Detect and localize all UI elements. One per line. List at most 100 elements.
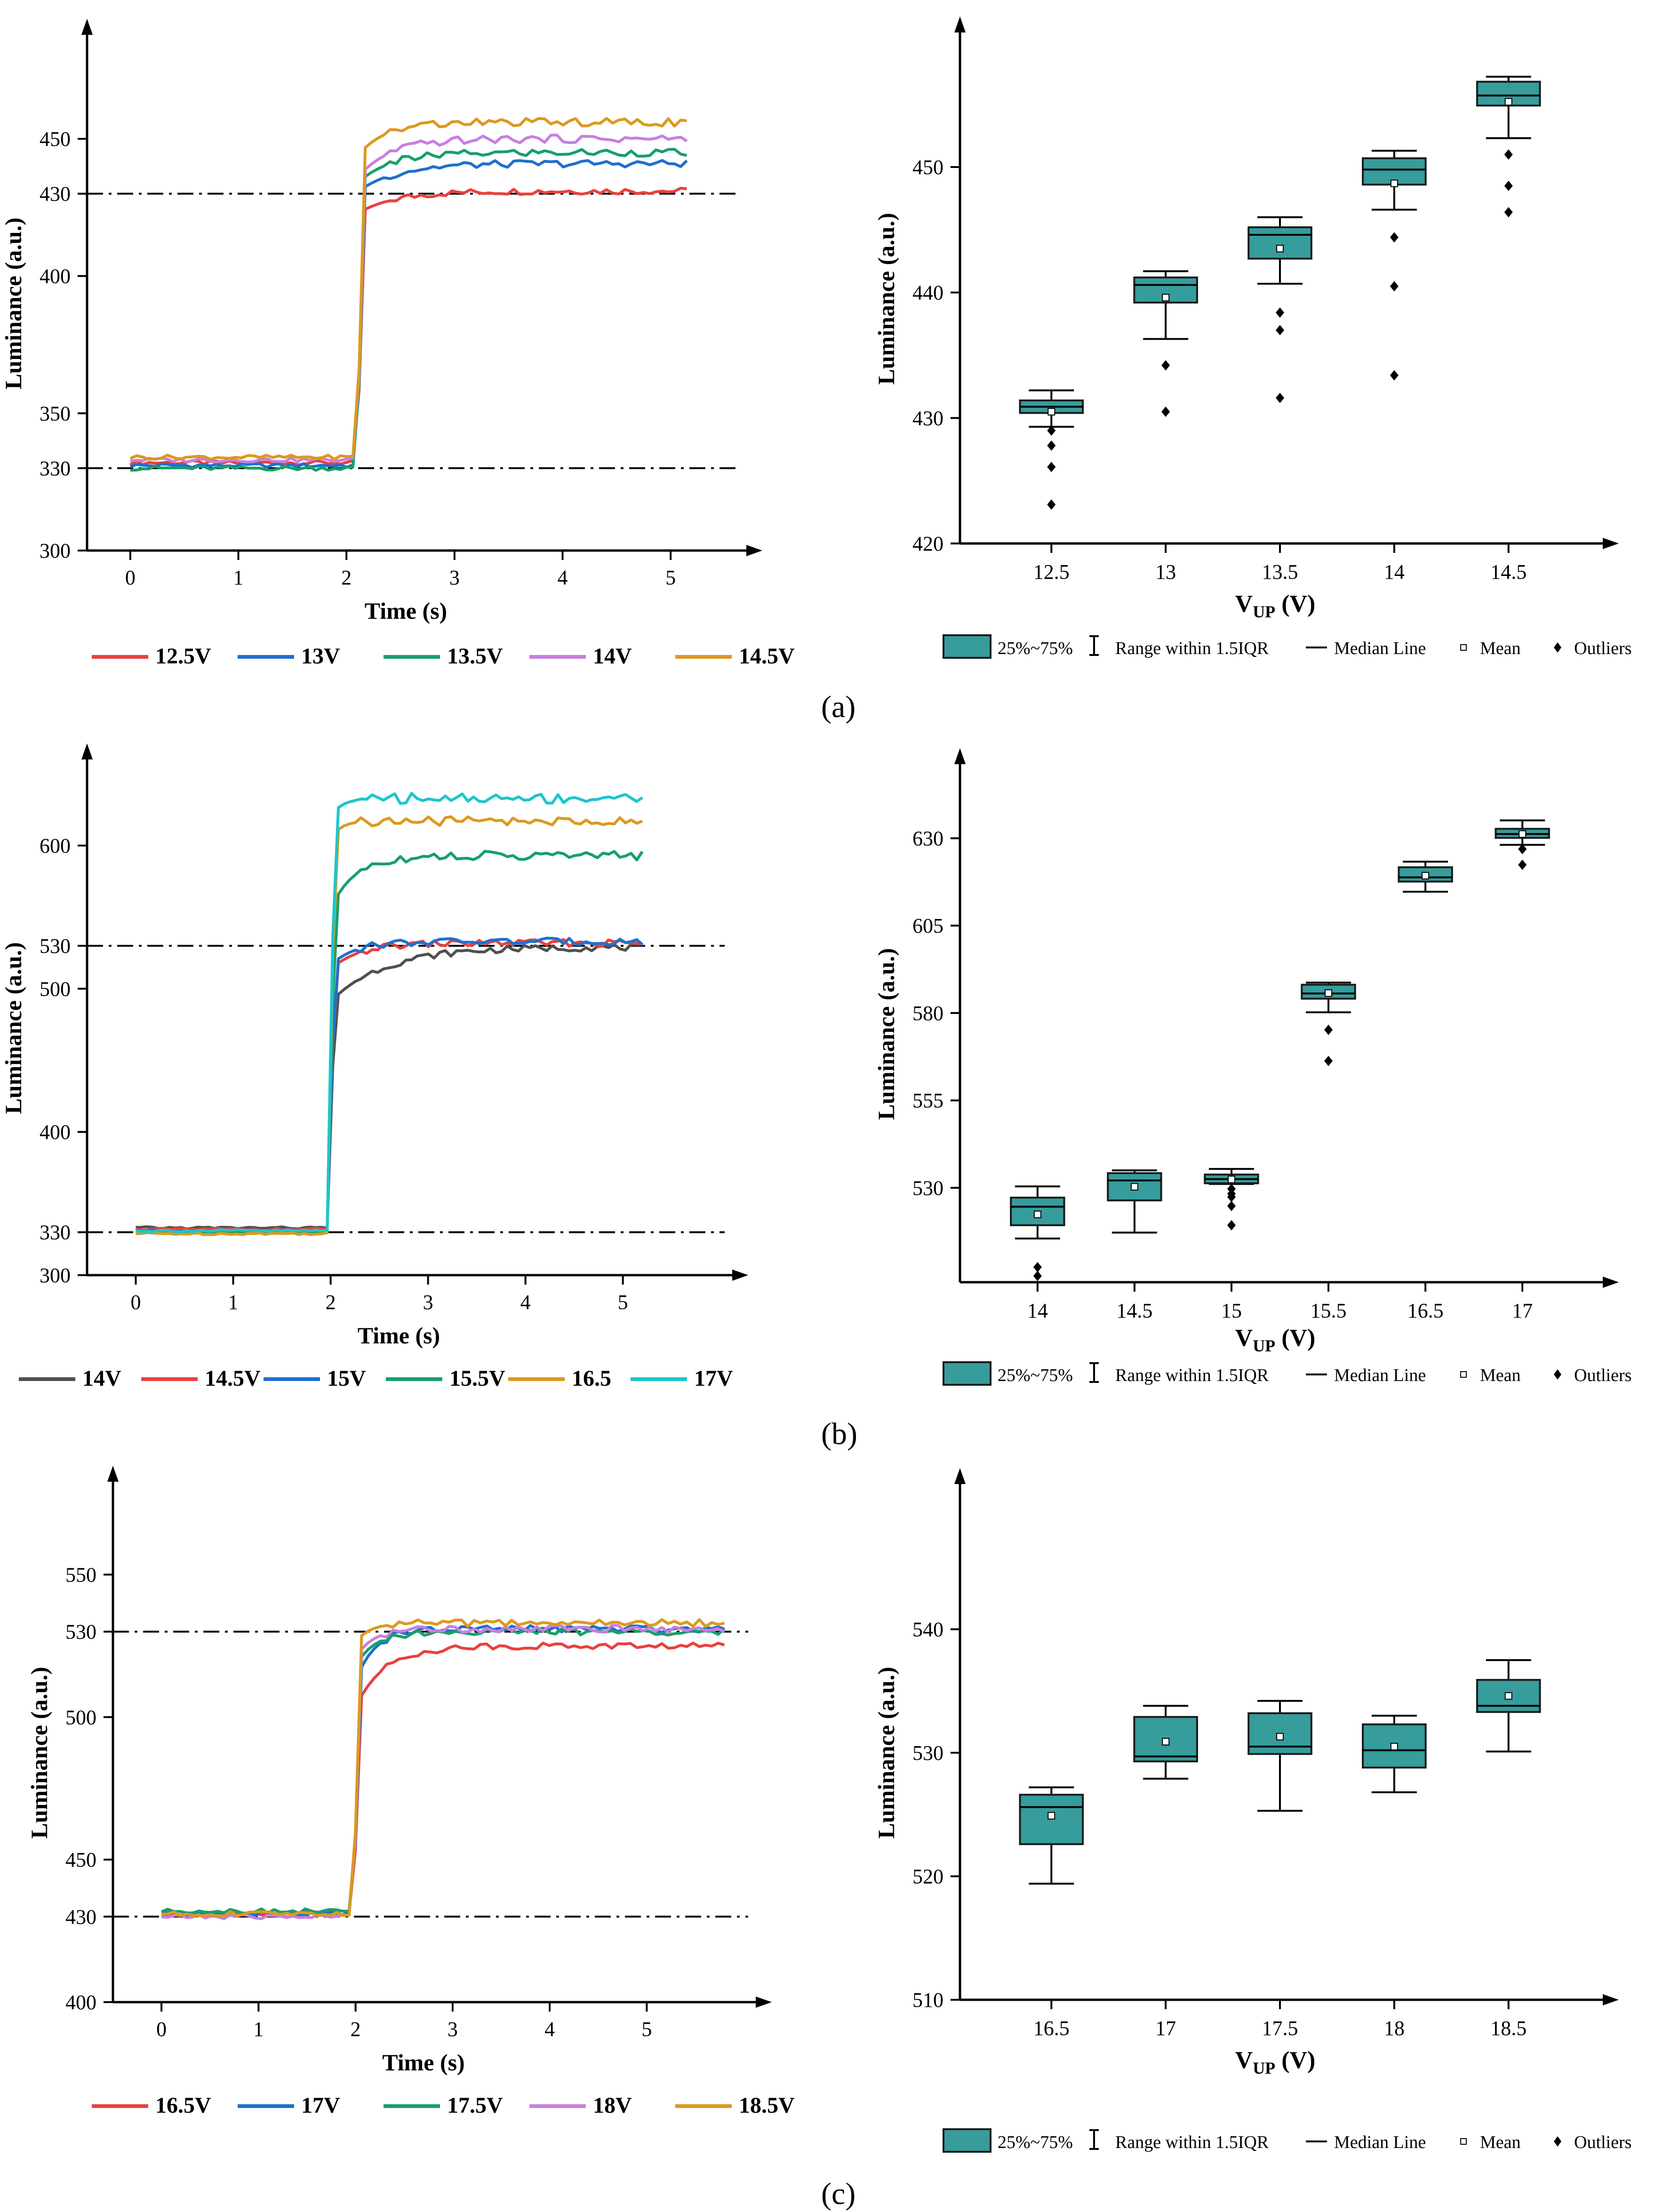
outlier-marker: [1227, 1189, 1236, 1199]
mean-marker: [1047, 1812, 1055, 1820]
x-axis-label: VUP (V): [1235, 1325, 1316, 1355]
legend-outlier-glyph: [1554, 2136, 1561, 2147]
panel-label-b: (b): [821, 1417, 857, 1451]
mean-marker: [1130, 1183, 1138, 1191]
y-tick-label: 440: [912, 281, 943, 304]
legend-outlier-label: Outliers: [1574, 1366, 1631, 1385]
series-line-13.5V: [130, 148, 688, 472]
x-tick-label: 18: [1384, 2017, 1405, 2040]
legend-mean-glyph: [1460, 2138, 1467, 2145]
legend-label-17V: 17V: [694, 1366, 733, 1391]
y-axis-label: Luminance (a.u.): [26, 1667, 52, 1838]
y-tick-label: 300: [40, 1264, 71, 1287]
x-tick-label: 2: [351, 2018, 361, 2041]
x-axis-arrow: [1603, 1994, 1619, 2005]
legend-mean-label: Mean: [1480, 2132, 1521, 2152]
legend-label-14.5V: 14.5V: [205, 1366, 261, 1391]
x-tick-label: 14.5: [1490, 560, 1527, 583]
y-axis-arrow: [81, 743, 93, 759]
x-tick-label: 5: [641, 2018, 652, 2041]
x-tick-label: 17.5: [1262, 2017, 1298, 2040]
y-tick-label: 500: [40, 977, 71, 1000]
y-axis-arrow: [954, 1468, 966, 1484]
legend-label-16.5: 16.5: [572, 1366, 611, 1391]
y-axis-label: Luminance (a.u.): [873, 213, 899, 384]
x-axis-arrow: [732, 1270, 748, 1281]
legend-label-17V: 17V: [301, 2093, 340, 2118]
x-tick-label: 5: [665, 566, 676, 589]
x-tick-label: 14: [1384, 560, 1405, 583]
x-axis-label-v: V: [1235, 2047, 1253, 2074]
x-axis-label: Time (s): [382, 2049, 464, 2076]
y-tick-label: 500: [65, 1706, 96, 1729]
legend-outlier-glyph: [1554, 1369, 1561, 1380]
panel-label-c: (c): [821, 2177, 856, 2211]
x-axis-label-unit: (V): [1275, 591, 1315, 617]
y-tick-label: 450: [40, 128, 71, 151]
line-chart-a-line: 0 1 2 3 4 5 300 330 350 400 430 450 Time (s) Luminanc…: [0, 19, 795, 669]
mean-marker: [1162, 1738, 1170, 1746]
outlier-marker: [1047, 499, 1056, 510]
x-tick-label: 2: [326, 1291, 336, 1314]
legend-label-15V: 15V: [327, 1366, 366, 1391]
mean-marker: [1047, 408, 1055, 415]
y-tick-label: 400: [40, 1121, 71, 1144]
y-axis-label: Luminance (a.u.): [0, 942, 26, 1114]
legend-outlier-glyph: [1554, 642, 1561, 653]
mean-marker: [1422, 871, 1430, 879]
legend-label-14.5V: 14.5V: [739, 644, 795, 669]
x-axis-label-v: V: [1235, 591, 1253, 617]
mean-marker: [1390, 1742, 1398, 1750]
series-line-12.5V: [129, 186, 687, 466]
mean-marker: [1276, 1733, 1284, 1741]
mean-marker: [1162, 294, 1170, 302]
series-line-18V: [161, 1624, 725, 1920]
mean-marker: [1390, 179, 1398, 187]
legend-label-15.5V: 15.5V: [449, 1366, 505, 1391]
mean-marker: [1033, 1210, 1041, 1218]
x-axis-label-unit: (V): [1275, 2047, 1315, 2074]
y-tick-label: 330: [40, 1221, 71, 1244]
legend-median-label: Median Line: [1334, 639, 1426, 658]
y-tick-label: 580: [912, 1002, 943, 1025]
x-axis-label: Time (s): [358, 1322, 440, 1349]
x-tick-label: 3: [423, 1291, 433, 1314]
legend-outlier-label: Outliers: [1574, 639, 1631, 658]
y-tick-label: 510: [912, 1988, 943, 2012]
y-axis-label: Luminance (a.u.): [0, 217, 26, 389]
series-line-17V: [135, 792, 643, 1233]
series-line-15.5V: [136, 850, 644, 1235]
legend-label-14V: 14V: [593, 644, 632, 669]
legend-mean-label: Mean: [1480, 639, 1521, 658]
x-axis-label: Time (s): [365, 598, 447, 624]
x-tick-label: 18.5: [1490, 2017, 1527, 2040]
x-axis-arrow: [756, 1996, 772, 2008]
y-tick-label: 530: [912, 1741, 943, 1765]
x-tick-label: 5: [618, 1291, 628, 1314]
outlier-marker: [1390, 281, 1399, 292]
series-line-18.5V: [161, 1618, 725, 1917]
x-axis-label-sub: UP: [1253, 1336, 1275, 1355]
y-axis-arrow: [954, 16, 966, 32]
series-line-16.5V: [161, 1641, 725, 1917]
y-axis-label: Luminance (a.u.): [873, 948, 899, 1120]
legend-label-12.5V: 12.5V: [155, 644, 211, 669]
x-tick-label: 13: [1155, 560, 1176, 583]
x-tick-label: 4: [520, 1291, 531, 1314]
legend-label-14V: 14V: [82, 1366, 121, 1391]
legend-label-17.5V: 17.5V: [447, 2093, 503, 2118]
outlier-marker: [1390, 370, 1399, 381]
x-axis-label-sub: UP: [1253, 2059, 1275, 2077]
y-tick-label: 530: [40, 934, 71, 958]
y-tick-label: 605: [912, 914, 943, 937]
series-line-14V: [136, 942, 643, 1230]
x-tick-label: 17: [1512, 1299, 1533, 1322]
x-axis-label-v: V: [1235, 1325, 1253, 1351]
y-tick-label: 530: [65, 1621, 96, 1644]
outlier-marker: [1504, 149, 1513, 160]
legend-outlier-label: Outliers: [1574, 2132, 1631, 2152]
iqr-box: [1010, 1197, 1065, 1226]
y-tick-label: 540: [912, 1618, 943, 1641]
x-tick-label: 14: [1027, 1299, 1048, 1322]
outlier-marker: [1276, 392, 1284, 403]
